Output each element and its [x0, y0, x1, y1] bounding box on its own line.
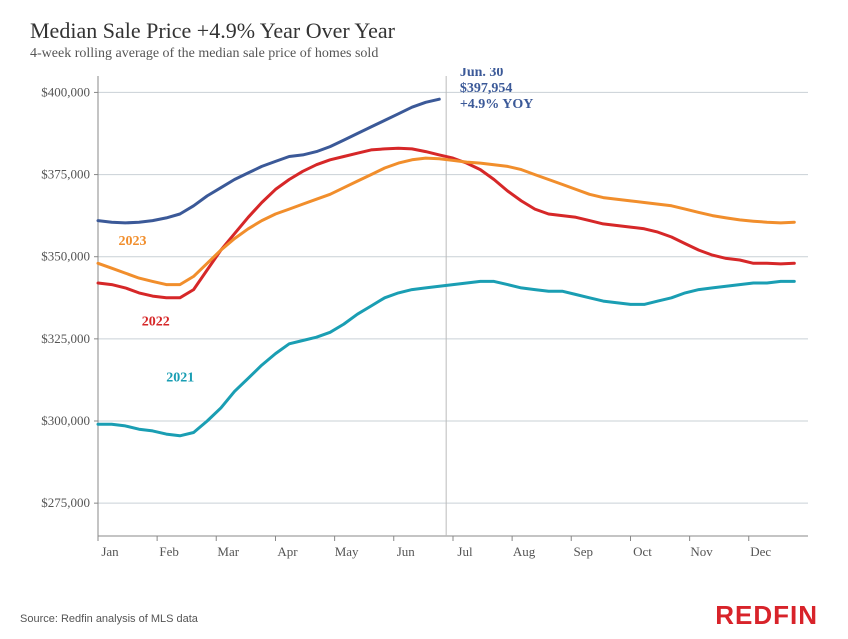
y-tick-label: $400,000 — [41, 84, 90, 99]
x-tick-label: Dec — [750, 544, 771, 559]
chart-container: Median Sale Price +4.9% Year Over Year 4… — [0, 0, 848, 639]
x-tick-label: Jul — [457, 544, 473, 559]
x-tick-label: Aug — [513, 544, 536, 559]
chart-title: Median Sale Price +4.9% Year Over Year — [30, 18, 818, 44]
y-tick-label: $350,000 — [41, 249, 90, 264]
y-tick-label: $375,000 — [41, 167, 90, 182]
x-tick-label: Feb — [159, 544, 179, 559]
x-tick-label: May — [335, 544, 359, 559]
series-label-2022: 2022 — [142, 315, 170, 330]
callout-line: $397,954 — [460, 81, 512, 96]
x-tick-label: Jan — [101, 544, 119, 559]
series-label-2023: 2023 — [118, 234, 146, 249]
plot-area: $275,000 $300,000 $325,000 $350,000 $375,000… — [30, 68, 818, 568]
y-tick-label: $275,000 — [41, 495, 90, 510]
callout-line: +4.9% YOY — [460, 97, 534, 112]
series-2024 — [98, 99, 439, 223]
x-tick-label: Nov — [690, 544, 713, 559]
source-text: Source: Redfin analysis of MLS data — [20, 613, 198, 625]
x-tick-label: Apr — [277, 544, 298, 559]
chart-svg: $275,000 $300,000 $325,000 $350,000 $375,000… — [30, 68, 818, 568]
x-tick-label: Sep — [573, 544, 593, 559]
x-tick-label: Mar — [217, 544, 239, 559]
y-tick-label: $325,000 — [41, 331, 90, 346]
x-tick-label: Jun — [397, 544, 416, 559]
x-tick-label: Oct — [633, 544, 652, 559]
series-label-2021: 2021 — [166, 371, 194, 386]
redfin-logo: REDFIN — [715, 600, 818, 631]
chart-subtitle: 4-week rolling average of the median sal… — [30, 46, 818, 62]
y-tick-label: $300,000 — [41, 413, 90, 428]
callout-line: Jun. 30 — [460, 68, 504, 80]
